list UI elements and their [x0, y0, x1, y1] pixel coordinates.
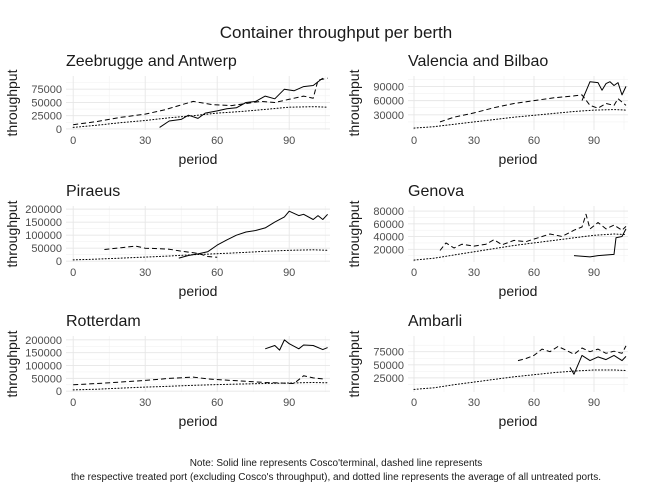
y-tick-label: 0	[56, 256, 62, 268]
figure-note-line-2: the respective treated port (excluding C…	[70, 472, 601, 483]
y-tick-label: 50000	[31, 373, 62, 385]
x-tick-label: 0	[411, 397, 417, 409]
y-tick-label: 90000	[373, 81, 404, 93]
y-tick-label: 50000	[373, 360, 404, 372]
x-tick-label: 60	[528, 397, 540, 409]
x-tick-label: 60	[211, 397, 223, 409]
y-axis-title: throughput	[346, 330, 362, 397]
x-tick-label: 0	[70, 397, 76, 409]
y-tick-label: 50000	[31, 243, 62, 255]
panel-title: Genova	[408, 183, 464, 200]
y-tick-label: 200000	[25, 204, 62, 216]
y-tick-label: 50000	[31, 97, 62, 109]
x-tick-label: 0	[411, 135, 417, 147]
x-tick-label: 90	[588, 397, 600, 409]
series-dashed-line	[439, 94, 627, 123]
y-axis-title: throughput	[4, 200, 20, 267]
x-tick-label: 0	[411, 267, 417, 279]
figure-title: Container throughput per berth	[220, 23, 453, 42]
x-tick-label: 60	[211, 267, 223, 279]
panel-title: Ambarli	[408, 313, 462, 330]
y-tick-label: 0	[56, 386, 62, 398]
x-axis-title: period	[179, 283, 218, 299]
x-tick-label: 30	[468, 267, 480, 279]
x-tick-label: 60	[528, 267, 540, 279]
x-tick-label: 30	[139, 397, 151, 409]
y-tick-label: 60000	[373, 96, 404, 108]
x-tick-label: 60	[211, 135, 223, 147]
x-tick-label: 90	[283, 397, 295, 409]
y-tick-label: 75000	[31, 84, 62, 96]
x-tick-label: 30	[139, 135, 151, 147]
x-tick-label: 90	[283, 135, 295, 147]
y-tick-label: 0	[56, 124, 62, 136]
series-dashed-line	[73, 77, 328, 126]
series-solid-line	[159, 77, 324, 128]
panel-1: 0 30 60 90 30000 60000 90000 Valencia and Bilba…	[346, 53, 628, 167]
x-tick-label: 30	[468, 397, 480, 409]
y-tick-label: 80000	[373, 206, 404, 218]
y-tick-label: 100000	[25, 361, 62, 373]
y-tick-label: 25000	[31, 111, 62, 123]
series-dotted-line	[72, 249, 329, 261]
panel-title: Zeebrugge and Antwerp	[66, 53, 237, 70]
series-solid-line	[573, 228, 627, 258]
y-tick-label: 150000	[25, 217, 62, 229]
series-dotted-line	[72, 106, 329, 128]
series-solid-line	[178, 210, 328, 259]
y-tick-label: 20000	[373, 244, 404, 256]
y-axis-title: throughput	[4, 330, 20, 397]
x-tick-label: 0	[70, 135, 76, 147]
series-dashed-line	[517, 345, 627, 362]
x-axis-title: period	[499, 283, 538, 299]
y-axis-title: throughput	[346, 69, 362, 136]
series-dotted-line	[72, 382, 329, 391]
panel-title: Rotterdam	[66, 313, 141, 330]
series-dashed-line	[439, 213, 627, 251]
y-tick-label: 75000	[373, 347, 404, 359]
y-tick-label: 150000	[25, 348, 62, 360]
y-tick-label: 60000	[373, 219, 404, 231]
x-tick-label: 60	[528, 135, 540, 147]
x-axis-title: period	[179, 151, 218, 167]
series-solid-line	[265, 339, 328, 351]
x-tick-label: 90	[588, 267, 600, 279]
y-tick-label: 40000	[373, 232, 404, 244]
panel-title: Valencia and Bilbao	[408, 53, 548, 70]
y-tick-label: 25000	[373, 373, 404, 385]
y-tick-label: 30000	[373, 110, 404, 122]
x-axis-title: period	[499, 151, 538, 167]
y-axis-title: throughput	[4, 69, 20, 136]
x-tick-label: 0	[70, 267, 76, 279]
x-axis-title: period	[179, 413, 218, 429]
series-dashed-line	[73, 375, 323, 386]
y-axis-title: throughput	[346, 200, 362, 267]
x-tick-label: 90	[283, 267, 295, 279]
x-tick-label: 30	[139, 267, 151, 279]
series-solid-line	[581, 81, 627, 101]
panel-4: 0 30 60 90050000100000150000200000Rotterdam…	[4, 313, 330, 429]
x-tick-label: 30	[468, 135, 480, 147]
series-solid-line	[569, 354, 627, 375]
x-axis-title: period	[499, 413, 538, 429]
y-tick-label: 200000	[25, 335, 62, 347]
panel-2: 0 30 60 90050000100000150000200000Piraeuspe…	[4, 183, 330, 299]
y-tick-label: 100000	[25, 230, 62, 242]
figure-note-line-1: Note: Solid line represents Cosco'termin…	[189, 458, 483, 469]
x-tick-label: 90	[588, 135, 600, 147]
panel-title: Piraeus	[66, 183, 120, 200]
